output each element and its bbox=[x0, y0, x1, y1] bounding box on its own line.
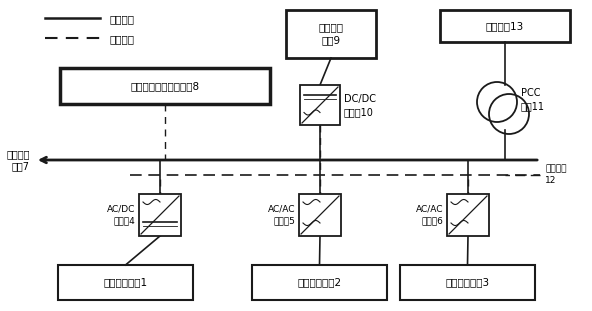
Bar bbox=[447, 194, 489, 236]
Text: AC/AC
变换器5: AC/AC 变换器5 bbox=[268, 205, 295, 225]
Text: AC/AC
变换器6: AC/AC 变换器6 bbox=[416, 205, 443, 225]
Text: DC/DC
变换器10: DC/DC 变换器10 bbox=[344, 95, 376, 118]
Bar bbox=[300, 85, 340, 125]
Bar bbox=[139, 194, 181, 236]
Text: 微电网群中央控制系统8: 微电网群中央控制系统8 bbox=[130, 81, 200, 91]
Bar bbox=[252, 265, 387, 300]
Text: 电力公共
母线7: 电力公共 母线7 bbox=[7, 149, 30, 171]
Text: 通信母线
12: 通信母线 12 bbox=[545, 165, 567, 185]
Bar bbox=[286, 10, 376, 58]
Text: 外部电网13: 外部电网13 bbox=[486, 21, 524, 31]
Bar bbox=[400, 265, 535, 300]
Text: 微电网运营商2: 微电网运营商2 bbox=[297, 277, 342, 287]
Bar bbox=[58, 265, 193, 300]
Text: 通信线路: 通信线路 bbox=[110, 34, 135, 44]
Bar bbox=[440, 10, 570, 42]
Text: 联合储能
系统9: 联合储能 系统9 bbox=[318, 22, 343, 46]
Text: 微电网运营商1: 微电网运营商1 bbox=[104, 277, 147, 287]
Bar bbox=[299, 194, 341, 236]
Bar bbox=[60, 68, 270, 104]
Text: PCC
节点11: PCC 节点11 bbox=[521, 88, 545, 112]
Text: 微电网运营商3: 微电网运营商3 bbox=[445, 277, 490, 287]
Text: AC/DC
变换器4: AC/DC 变换器4 bbox=[107, 205, 135, 225]
Text: 电力线路: 电力线路 bbox=[110, 14, 135, 24]
